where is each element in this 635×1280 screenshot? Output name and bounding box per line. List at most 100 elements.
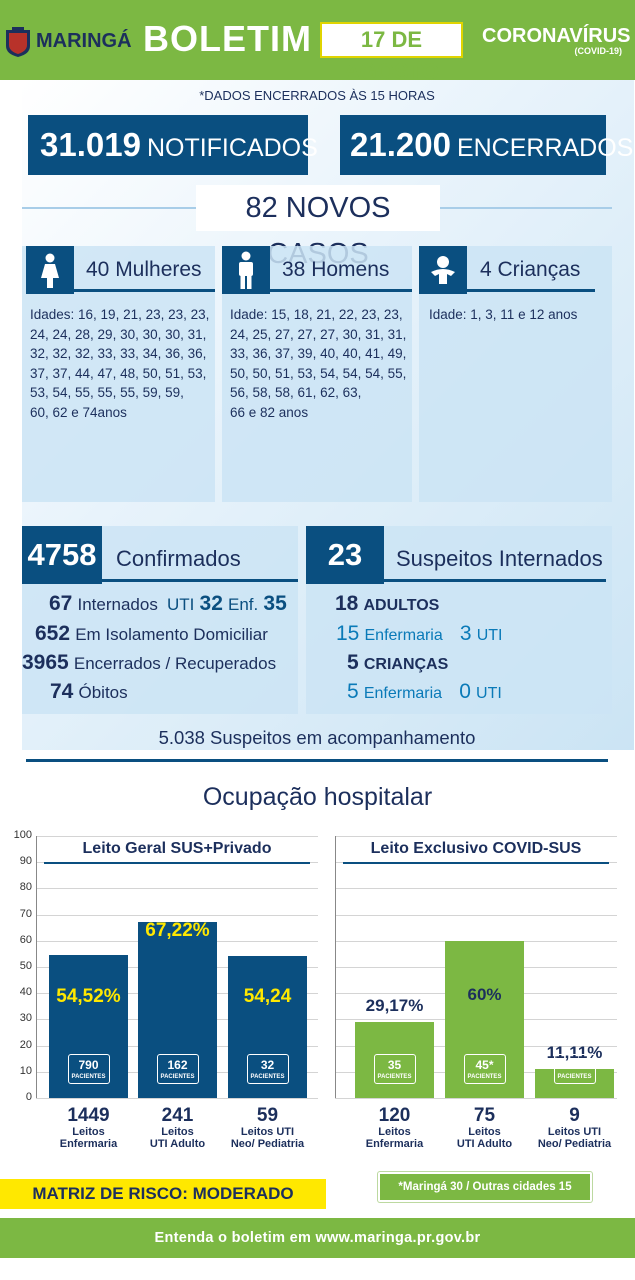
matriz-de-risco: MATRIZ DE RISCO: MODERADO [0,1179,326,1209]
leitos-leitos: 1449 [67,1105,110,1126]
pacientes-label: PACIENTES [557,1074,592,1080]
encerrados-value: 21.200 [350,126,451,163]
mulheres-ages: Idades: 16, 19, 21, 23, 23, 23, 24, 24, 2… [30,305,214,422]
y-axis [36,836,37,1098]
gridline [36,836,318,837]
leitos-cat1: Leitos [161,1126,194,1138]
leitos-cat1: Leitos UTI [547,1126,602,1138]
baby-icon [431,256,455,284]
age-line: 32, 32, 32, 33, 33, 34, 36, 36, [30,346,207,361]
obitos-label: Óbitos [78,683,128,702]
age-line: 50, 50, 51, 53, 54, 54, 54, 55, [230,365,407,381]
y-tick-label: 0 [25,1091,32,1103]
y-tick-label: 10 [19,1064,32,1077]
criancas-enf-value: 5 [347,680,359,703]
group-title-underline [44,862,310,864]
bar [228,955,307,1098]
y-tick-label: 70 [19,907,32,920]
confirmados-underline [102,579,298,582]
mulheres-icon-box [26,246,74,294]
y-tick-label: 20 [19,1038,32,1051]
uti-label: UTI [166,595,195,614]
criancas-label: CRIANÇAS [363,656,449,673]
criancas-enf-label: Enfermaria [363,685,443,702]
adultos-label: ADULTOS [363,597,440,614]
age-line: 53, 54, 55, 55, 55, 59, 59, [30,385,184,400]
notificados-box: 31.019 NOTIFICADOS [28,115,318,175]
age-line: Idades: 16, 19, 21, 23, 23, 23, [30,307,210,322]
leitos-label: 1449 Leitos Enfermaria [35,1105,142,1151]
leitos-leitos: 241 [161,1105,194,1126]
criancas-title: 4 Crianças [480,258,581,281]
pacientes-count: 45* [475,1058,494,1072]
adultos-row: 18 ADULTOS [335,592,439,616]
city-name: MARINGÁ [36,30,132,52]
leitos-cat2: Neo/ Pediatria [537,1138,612,1150]
age-line: 24, 25, 27, 27, 27, 30, 31, 31, [230,326,407,342]
gridline [36,1098,318,1099]
bar-value-label: 67,22% [145,919,210,941]
uti-value: 32 [199,592,223,615]
novos-casos-title: 82 NOVOS CASOS [196,185,440,270]
obitos-value: 74 [50,680,74,703]
y-tick-label: 80 [19,881,32,894]
y-tick-label: 50 [19,960,32,972]
pacientes-count: 1 [571,1058,578,1072]
footer-link[interactable]: Entenda o boletim em www.maringa.pr.gov.… [0,1218,635,1258]
age-line: Idade: 1, 3, 11 e 12 anos [429,307,578,322]
group-title: Leito Exclusivo COVID-SUS [370,840,582,857]
adultos-uti-label: UTI [476,627,503,644]
homens-underline [270,289,412,292]
leitos-label: 120 Leitos Enfermaria [341,1105,448,1151]
gridline [36,888,318,890]
pacientes-badge: 32 PACIENTES [246,1054,289,1084]
mulheres-underline [74,289,215,292]
notificados-label: NOTIFICADOS [146,134,318,162]
criancas-icon-box [419,246,467,294]
recuperados-value: 3965 [22,651,69,674]
adultos-detail-row: 15 Enfermaria 3 UTI [336,622,503,646]
internados-label: Internados [77,595,158,614]
y-tick-label: 90 [19,855,32,868]
bar [355,1021,434,1098]
criancas-value: 5 [347,651,359,674]
y-tick-label: 30 [19,1012,32,1025]
data-cutoff-note: *DADOS ENCERRADOS ÀS 15 HORAS [199,88,435,103]
enf-value: 35 [263,592,287,615]
suspeitos-label: Suspeitos Internados [396,546,603,571]
leitos-leitos: 9 [569,1105,580,1126]
leitos-leitos: 120 [378,1105,411,1126]
ocupacao-chart: 0 10 20 30 40 50 60 70 80 90 100 Leito Geral SUS+Pr… [0,820,635,1160]
notificados-value: 31.019 [40,126,141,163]
leitos-label: 241 Leitos UTI Adulto [124,1105,231,1151]
pacientes-count: 32 [260,1058,275,1072]
group-title: Leito Geral SUS+Privado [82,840,272,857]
criancas-row: 5 CRIANÇAS [347,651,448,675]
enf-label: Enf. [228,595,259,614]
recuperados-label: Encerrados / Recuperados [73,654,277,673]
criancas-detail-row: 5 Enfermaria 0 UTI [347,680,502,704]
gridline [36,914,318,916]
page-title: BOLETIM [143,18,312,59]
adultos-uti-value: 3 [459,622,472,645]
pacientes-label: PACIENTES [160,1074,195,1080]
confirmados-value: 4758 [22,526,102,584]
leitos-cat2: UTI Adulto [149,1138,206,1150]
bar-value-label: 29,17% [365,995,424,1015]
gridline [335,888,617,890]
pacientes-badge: 162 PACIENTES [156,1054,199,1084]
age-line: 37, 37, 44, 47, 48, 50, 51, 53, [30,365,207,381]
age-line: 60, 62 e 74anos [30,404,127,420]
criancas-underline [467,289,595,292]
homens-ages: Idade: 15, 18, 21, 22, 23, 23, 24, 25, 27… [230,305,412,422]
pacientes-label: PACIENTES [71,1074,106,1080]
bar [49,955,128,1098]
pacientes-badge: 790 PACIENTES [67,1054,110,1084]
isolamento-label: Em Isolamento Domiciliar [75,625,268,644]
mulheres-title: 40 Mulheres [86,258,202,281]
header-bar [0,0,635,80]
leitos-label: 59 Leitos UTI Neo/ Pediatria [214,1106,321,1151]
internados-value: 67 [49,592,73,615]
encerrados-label: ENCERRADOS [456,134,634,162]
bar-value-label: 54,52% [56,985,121,1007]
